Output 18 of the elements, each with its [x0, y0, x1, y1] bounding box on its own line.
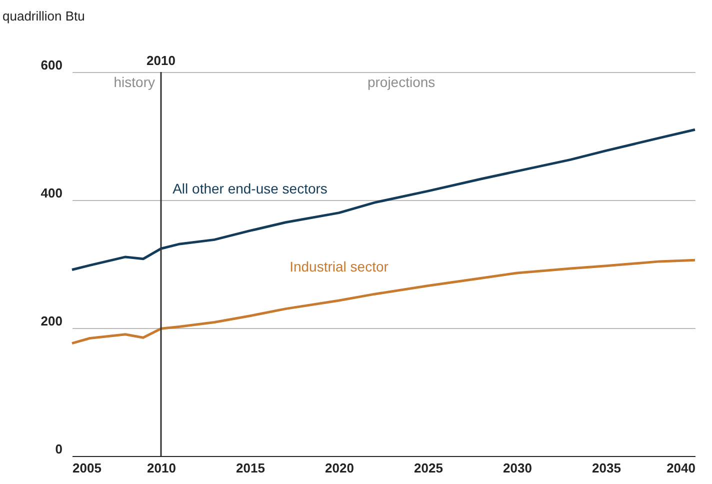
y-tick-label: 200 [40, 314, 62, 328]
x-tick-label: 2035 [592, 460, 621, 476]
x-tick-label: 2040 [666, 460, 696, 476]
y-tick-label: 0 [55, 442, 62, 456]
y-tick-label: 600 [40, 58, 62, 72]
y-axis-title: quadrillion Btu [2, 8, 85, 24]
series-label: All other end-use sectors [172, 180, 328, 197]
series-label: Industrial sector [290, 258, 389, 274]
x-tick-label: 2010 [147, 460, 176, 476]
x-tick-label: 2015 [236, 460, 265, 476]
x-tick-label: 2030 [503, 460, 532, 476]
x-tick-label: 2005 [72, 460, 102, 476]
annotation: projections [367, 74, 436, 90]
ref-line-label: 2010 [146, 53, 176, 68]
annotation: history [114, 74, 155, 90]
x-tick-label: 2025 [414, 460, 443, 476]
x-tick-label: 2020 [325, 460, 354, 476]
y-tick-label: 400 [40, 186, 62, 200]
